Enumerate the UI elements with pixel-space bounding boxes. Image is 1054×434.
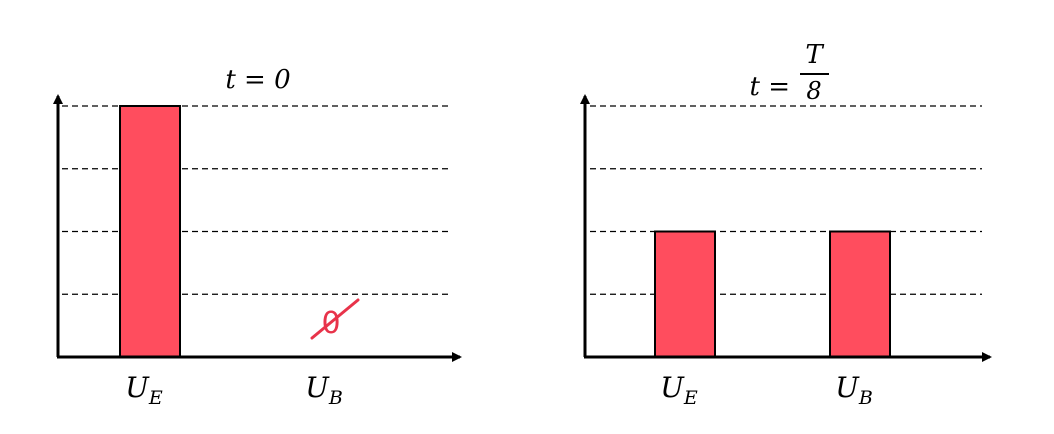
chart-t0-tick-labels: UE UB bbox=[125, 371, 343, 409]
chart-t8-title-denominator: 8 bbox=[806, 77, 821, 105]
chart-t8-grid bbox=[590, 105, 982, 295]
chart-t8-title: t = T 8 bbox=[750, 40, 829, 105]
bar-u-b bbox=[829, 230, 891, 358]
chart-t8-tick-labels: UE UB bbox=[660, 371, 873, 409]
bar-u-e bbox=[654, 230, 716, 358]
chart-t8-title-numerator: T bbox=[805, 40, 824, 70]
zero-annotation-strike bbox=[310, 298, 360, 340]
chart-t8-bars bbox=[654, 230, 891, 358]
chart-t0-bars bbox=[119, 105, 181, 358]
tick-label-u-b: UB bbox=[835, 371, 873, 409]
tick-label-u-b: UB bbox=[305, 371, 343, 409]
tick-label-u-e: UE bbox=[660, 371, 698, 409]
chart-t0-title: t = 0 bbox=[225, 65, 290, 95]
chart-t0-zero-annotation: 0 bbox=[310, 298, 360, 341]
tick-label-u-e: UE bbox=[125, 371, 163, 409]
chart-t8: t = T 8 UE UB bbox=[580, 40, 992, 409]
bar-u-e bbox=[119, 105, 181, 358]
chart-t0: t = 0 UE UB 0 bbox=[53, 65, 462, 409]
chart-t8-title-prefix: t = bbox=[750, 72, 791, 102]
